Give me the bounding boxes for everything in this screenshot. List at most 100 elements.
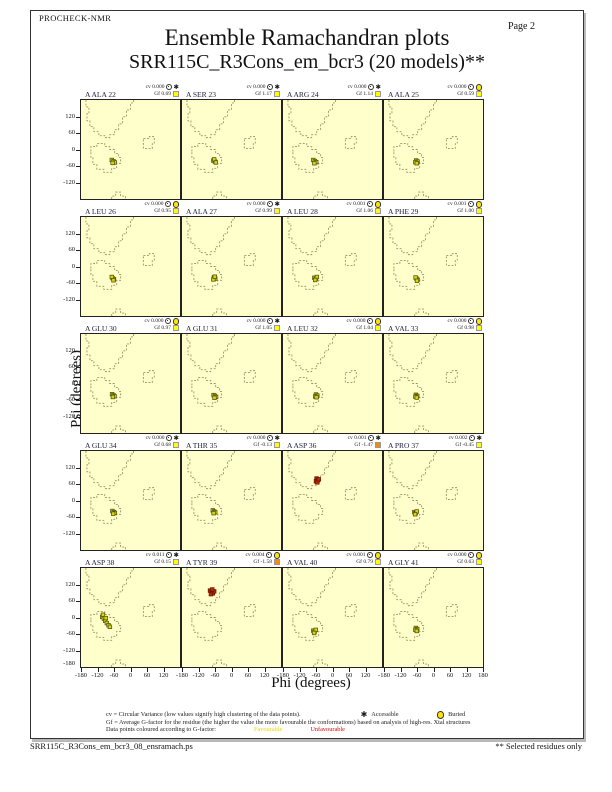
cv-value: cv 0.000 (447, 84, 467, 90)
cv-line: cv 0.000 (145, 201, 179, 208)
cv-line: cv 0.001 ✱ (348, 435, 381, 442)
cv-value: cv 0.000 (246, 318, 266, 324)
cv-value: cv 0.001 (447, 201, 467, 207)
variance-dial-icon (267, 318, 274, 325)
x-axis-tick-label: 60 (143, 672, 151, 679)
allowed-region-outline (313, 542, 328, 550)
ramachandran-plot (181, 333, 282, 434)
allowed-region-outline (414, 659, 429, 667)
cv-line: cv 0.001 (448, 201, 482, 208)
x-axis-tick-label: 0 (330, 672, 335, 679)
gf-value: Gf 0.69 (154, 90, 171, 97)
x-axis-tick (316, 668, 317, 672)
allowed-region-outline (445, 604, 458, 617)
allowed-region-outline (344, 136, 357, 149)
allowed-region-outline (292, 260, 324, 290)
subplot-stats: cv 0.000 Gf 0.97 (145, 318, 179, 331)
gf-line: Gf 0.59 (448, 90, 482, 97)
gf-value: Gf 0.95 (154, 207, 171, 214)
model-data-point (110, 511, 116, 516)
subplot-a-glu-30: A GLU 30 cv 0.000 Gf 0.97 120 60 0 -60 -120 (63, 318, 181, 435)
x-axis-tick-label: 60 (244, 672, 252, 679)
subplot-stats: cv 0.001 Gf 1.00 (448, 201, 482, 214)
gf-value: Gf 0.15 (154, 558, 171, 565)
gf-value: Gf 1.06 (356, 207, 373, 214)
gf-value: Gf -0.45 (455, 441, 474, 448)
residue-label: A LEU 32 (287, 324, 318, 333)
accessible-star-icon: ✱ (274, 434, 280, 442)
model-data-point (103, 615, 108, 621)
variance-dial-icon (468, 84, 474, 91)
ramachandran-plot (181, 450, 282, 551)
cv-line: cv 0.000 (448, 552, 482, 559)
x-axis-tick (400, 668, 402, 672)
subplot-stats: cv 0.000 ✱ Gf 0.69 (146, 84, 179, 97)
accessible-label: Accessible (371, 711, 399, 718)
subplot-header: A VAL 33 cv 0.000 Gf 0.98 (383, 318, 484, 333)
allowed-region-outline (111, 659, 126, 667)
allowed-region-outline (90, 260, 122, 290)
allowed-region-outline (90, 611, 122, 641)
x-axis-tick-label: -60 (311, 672, 321, 679)
allowed-region-outline (212, 659, 227, 667)
cv-value: cv 0.002 (448, 435, 468, 441)
subplot-a-thr-35: A THR 35 cv 0.000 ✱ Gf -0.13 (181, 435, 282, 552)
ramachandran-plot (181, 216, 282, 317)
ramachandran-plot (383, 333, 484, 434)
residue-label: A GLU 30 (85, 324, 117, 333)
y-axis-tick-label: -120 (63, 295, 75, 303)
y-axis-tick-label: -120 (63, 178, 75, 186)
model-data-point (412, 512, 418, 517)
residue-label: A ALA 25 (388, 90, 419, 99)
x-axis-tick (97, 668, 99, 672)
allowed-region-outline (191, 260, 223, 290)
allowed-region-outline (142, 487, 155, 500)
page-title: Ensemble Ramachandran plots (164, 25, 450, 50)
gf-value: Gf -1.58 (253, 558, 272, 565)
allowed-region-outline (292, 377, 324, 407)
allowed-region-outline (313, 659, 328, 667)
cv-value: cv 0.000 (144, 201, 164, 207)
x-axis-tick (182, 668, 183, 672)
variance-dial-icon (468, 552, 474, 559)
subplot-a-val-40: A VAL 40 cv 0.001 Gf 0.79 -180 -120 -60 0 60 120 (277, 552, 383, 679)
x-axis-tick-label: 0 (431, 672, 436, 679)
gf-value: Gf 1.05 (255, 324, 272, 331)
allowed-region-outline (313, 191, 328, 199)
x-axis-title: Phi (degrees) (271, 675, 351, 691)
subplot-a-asp-36: A ASP 36 cv 0.001 ✱ Gf -1.47 (282, 435, 383, 552)
subplot-header: A ARG 24 cv 0.000 ✱ Gf 1.14 (282, 84, 383, 99)
model-data-point (107, 624, 113, 629)
gf-square-icon (172, 90, 179, 97)
allowed-region-outline (186, 568, 235, 607)
gf-value: Gf 1.14 (356, 90, 373, 97)
subplot-header: A GLU 34 cv 0.000 ✱ Gf 0.68 (80, 435, 181, 450)
model-data-point (414, 628, 419, 634)
ramachandran-plot (383, 450, 484, 551)
variance-dial-icon (165, 201, 171, 208)
allowed-region-outline (212, 425, 227, 433)
model-data-point (316, 477, 321, 482)
cv-value: cv 0.001 (347, 435, 367, 441)
subplot-stats: cv 0.000 Gf 0.95 (145, 201, 179, 214)
gf-line: Gf -1.58 (246, 558, 280, 565)
y-axis-tick (76, 383, 80, 385)
buried-icon (475, 552, 482, 559)
gf-line: Gf 1.06 (347, 207, 381, 214)
subplot-header: A LEU 32 cv 0.000 Gf 1.04 (282, 318, 383, 333)
y-axis-tick-label: 60 (68, 480, 76, 487)
gf-square-icon (475, 441, 482, 448)
x-axis-tick (417, 668, 418, 672)
gf-value: Gf 0.97 (154, 324, 171, 331)
residue-label: A VAL 33 (388, 324, 419, 333)
gf-line: Gf 0.63 (448, 558, 482, 565)
variance-dial-icon (165, 318, 171, 325)
y-axis-tick (76, 166, 80, 167)
gf-square-icon (172, 324, 179, 331)
y-axis-tick-label: 120 (65, 463, 75, 471)
subplot-header: A SER 23 cv 0.000 ✱ Gf 1.17 (181, 84, 282, 99)
ramachandran-grid: A ALA 22 cv 0.000 ✱ Gf 0.69 120 60 0 -60 -120 A S… (63, 84, 488, 679)
subplot-header: A LEU 28 cv 0.001 Gf 1.06 (282, 201, 383, 216)
output-filename: SRR115C_R3Cons_em_bcr3_08_ensramach.ps (30, 741, 193, 751)
allowed-region-outline (243, 604, 256, 617)
